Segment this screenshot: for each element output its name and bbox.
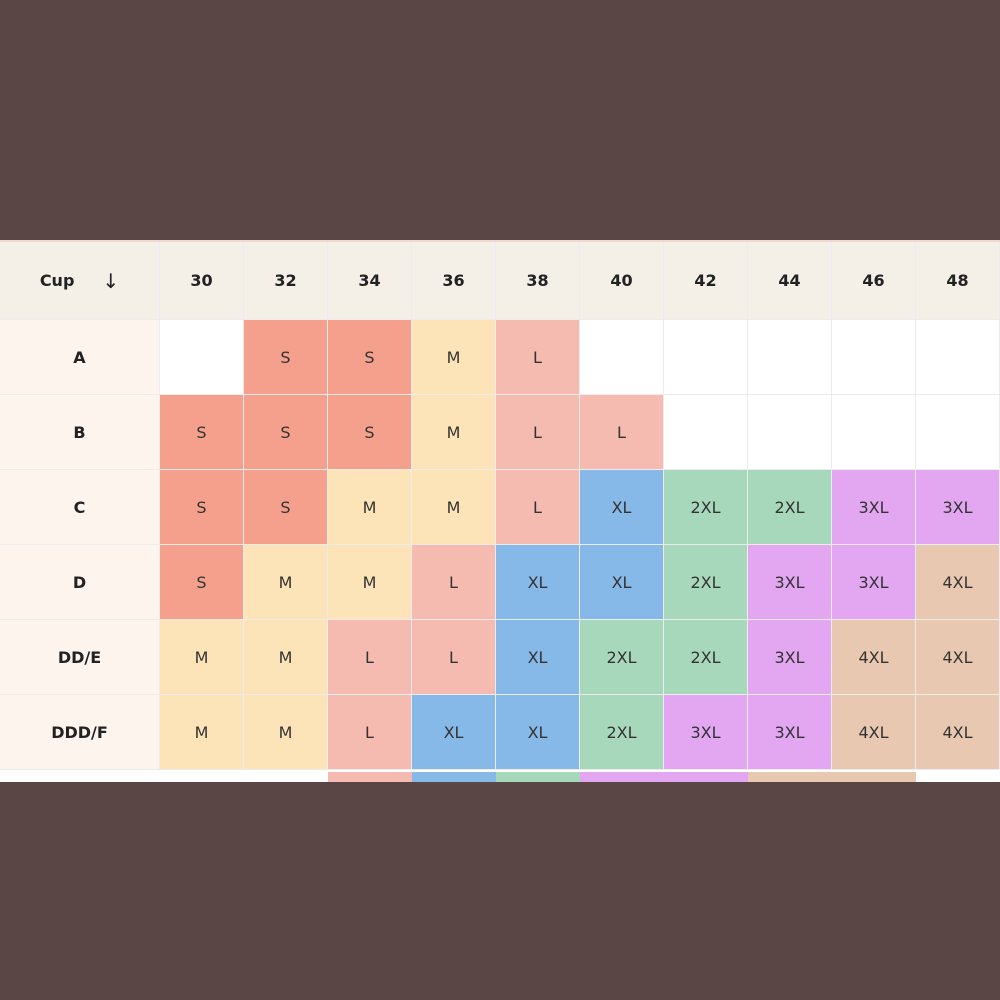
band-header: 44 (748, 242, 832, 320)
empty-cell (664, 395, 748, 470)
size-cell: XL (496, 695, 580, 770)
band-header: 30 (160, 242, 244, 320)
size-cell: 2XL (580, 620, 664, 695)
cut-row-cell (748, 772, 916, 782)
size-cell: 2XL (748, 470, 832, 545)
corner-header: Cup ↓ (0, 242, 160, 320)
band-header: 34 (328, 242, 412, 320)
size-cell: L (496, 320, 580, 395)
band-header: 32 (244, 242, 328, 320)
sort-arrow[interactable]: ↓ (102, 268, 120, 293)
size-cell: L (412, 545, 496, 620)
size-cell: S (244, 320, 328, 395)
size-cell: M (412, 470, 496, 545)
size-cell: M (244, 620, 328, 695)
size-cell: 4XL (832, 620, 916, 695)
size-cell: S (244, 470, 328, 545)
size-cell: 4XL (916, 545, 1000, 620)
empty-cell (916, 395, 1000, 470)
empty-cell (664, 320, 748, 395)
band-header: 36 (412, 242, 496, 320)
size-cell: M (328, 470, 412, 545)
size-cell: 3XL (748, 545, 832, 620)
size-cell: S (244, 395, 328, 470)
size-cell: 4XL (916, 620, 1000, 695)
size-cell: 4XL (916, 695, 1000, 770)
size-cell: M (244, 695, 328, 770)
size-cell: 4XL (832, 695, 916, 770)
size-cell: S (328, 320, 412, 395)
size-cell: 2XL (664, 620, 748, 695)
size-cell: L (496, 470, 580, 545)
size-cell: L (496, 395, 580, 470)
size-cell: S (160, 395, 244, 470)
size-cell: L (328, 620, 412, 695)
cut-row-cell (580, 772, 748, 782)
size-cell: XL (496, 620, 580, 695)
cut-row-cell (496, 772, 580, 782)
size-cell: XL (412, 695, 496, 770)
empty-cell (580, 320, 664, 395)
size-cell: 2XL (664, 470, 748, 545)
cup-label: B (0, 395, 160, 470)
size-cell: S (160, 470, 244, 545)
size-cell: 3XL (664, 695, 748, 770)
band-header: 48 (916, 242, 1000, 320)
cup-label: DD/E (0, 620, 160, 695)
empty-cell (832, 320, 916, 395)
cup-label: DDD/F (0, 695, 160, 770)
size-cell: 3XL (832, 545, 916, 620)
size-cell: M (160, 620, 244, 695)
empty-cell (748, 320, 832, 395)
empty-cell (916, 320, 1000, 395)
band-header: 40 (580, 242, 664, 320)
size-cell: L (580, 395, 664, 470)
size-cell: XL (496, 545, 580, 620)
empty-cell (832, 395, 916, 470)
size-cell: M (244, 545, 328, 620)
size-cell: M (412, 320, 496, 395)
size-cell: M (412, 395, 496, 470)
cup-label: A (0, 320, 160, 395)
size-cell: 2XL (664, 545, 748, 620)
empty-cell (160, 320, 244, 395)
band-header: 42 (664, 242, 748, 320)
size-cell: M (160, 695, 244, 770)
size-cell: S (328, 395, 412, 470)
size-cell: XL (580, 545, 664, 620)
size-cell: 2XL (580, 695, 664, 770)
size-cell: S (160, 545, 244, 620)
band-header: 38 (496, 242, 580, 320)
size-cell: 3XL (748, 620, 832, 695)
size-cell: 3XL (748, 695, 832, 770)
size-cell: L (412, 620, 496, 695)
size-table: Cup ↓ 30 32 34 36 38 40 42 44 46 48 A S S M L B S S S M L L C S S M… (0, 240, 1000, 782)
cut-row-cell (328, 772, 412, 782)
cup-label: D (0, 545, 160, 620)
size-cell: XL (580, 470, 664, 545)
size-cell: L (328, 695, 412, 770)
cut-row-cell (412, 772, 496, 782)
size-cell: M (328, 545, 412, 620)
empty-cell (748, 395, 832, 470)
size-cell: 3XL (916, 470, 1000, 545)
band-header: 46 (832, 242, 916, 320)
size-cell: 3XL (832, 470, 916, 545)
cup-label: C (0, 470, 160, 545)
corner-label: Cup (39, 271, 75, 290)
